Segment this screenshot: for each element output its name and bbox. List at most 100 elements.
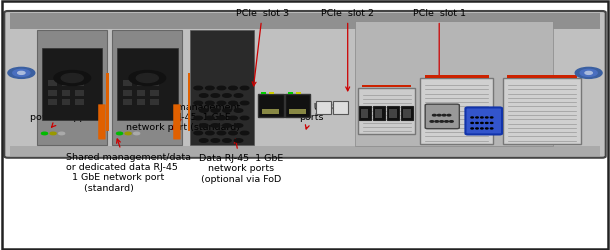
FancyBboxPatch shape xyxy=(261,92,266,94)
Circle shape xyxy=(430,121,434,122)
Circle shape xyxy=(437,114,441,116)
Text: Serial
port: Serial port xyxy=(389,102,416,129)
FancyBboxPatch shape xyxy=(465,108,502,134)
FancyBboxPatch shape xyxy=(361,109,368,118)
Circle shape xyxy=(134,132,140,135)
FancyBboxPatch shape xyxy=(190,30,254,145)
Circle shape xyxy=(217,86,226,90)
Circle shape xyxy=(476,117,478,118)
Circle shape xyxy=(211,109,220,112)
Circle shape xyxy=(447,114,451,116)
FancyBboxPatch shape xyxy=(387,106,399,120)
FancyBboxPatch shape xyxy=(362,84,411,87)
FancyBboxPatch shape xyxy=(137,99,145,105)
Text: Dedicated management
or data RJ-45  1 GbE
network port (standard): Dedicated management or data RJ-45 1 GbE… xyxy=(126,102,240,132)
FancyBboxPatch shape xyxy=(48,80,57,86)
FancyBboxPatch shape xyxy=(507,75,577,78)
Circle shape xyxy=(199,94,208,97)
Circle shape xyxy=(194,131,203,135)
Circle shape xyxy=(585,72,592,74)
FancyBboxPatch shape xyxy=(403,109,411,118)
FancyBboxPatch shape xyxy=(401,106,413,120)
Circle shape xyxy=(486,117,488,118)
Circle shape xyxy=(481,117,483,118)
FancyBboxPatch shape xyxy=(358,88,415,134)
FancyBboxPatch shape xyxy=(4,11,606,158)
FancyBboxPatch shape xyxy=(123,90,132,96)
FancyBboxPatch shape xyxy=(137,80,145,86)
Text: PCle  slot 1: PCle slot 1 xyxy=(413,9,465,93)
Circle shape xyxy=(211,124,220,127)
Text: Four USB
ports: Four USB ports xyxy=(290,102,332,129)
Circle shape xyxy=(206,86,214,90)
Circle shape xyxy=(575,68,602,78)
FancyBboxPatch shape xyxy=(48,90,57,96)
FancyBboxPatch shape xyxy=(173,104,181,140)
FancyBboxPatch shape xyxy=(150,99,159,105)
Circle shape xyxy=(54,70,90,86)
Circle shape xyxy=(234,124,243,127)
Text: Data RJ-45  1 GbE
network ports
(optional via FoD: Data RJ-45 1 GbE network ports (optional… xyxy=(199,139,283,184)
FancyBboxPatch shape xyxy=(48,99,57,105)
FancyBboxPatch shape xyxy=(150,90,159,96)
FancyBboxPatch shape xyxy=(62,90,70,96)
Circle shape xyxy=(240,116,249,120)
FancyBboxPatch shape xyxy=(359,106,371,120)
Circle shape xyxy=(199,124,208,127)
Circle shape xyxy=(223,139,231,142)
Circle shape xyxy=(194,101,203,105)
FancyBboxPatch shape xyxy=(137,90,145,96)
Circle shape xyxy=(471,122,473,124)
Circle shape xyxy=(490,122,493,124)
Circle shape xyxy=(59,132,65,135)
Circle shape xyxy=(234,109,243,112)
Circle shape xyxy=(18,72,25,74)
Circle shape xyxy=(117,132,123,135)
FancyBboxPatch shape xyxy=(62,99,70,105)
Circle shape xyxy=(450,121,453,122)
FancyBboxPatch shape xyxy=(123,80,132,86)
Circle shape xyxy=(217,131,226,135)
Circle shape xyxy=(471,128,473,129)
Circle shape xyxy=(8,68,35,78)
Circle shape xyxy=(13,70,30,76)
Circle shape xyxy=(206,116,214,120)
FancyBboxPatch shape xyxy=(106,74,109,131)
Circle shape xyxy=(580,70,597,76)
Circle shape xyxy=(435,121,439,122)
Circle shape xyxy=(125,132,131,135)
Circle shape xyxy=(50,132,56,135)
Circle shape xyxy=(223,94,231,97)
FancyBboxPatch shape xyxy=(75,80,84,86)
FancyBboxPatch shape xyxy=(123,99,132,105)
Text: PCle  slot 3: PCle slot 3 xyxy=(235,9,289,86)
Circle shape xyxy=(440,121,443,122)
FancyBboxPatch shape xyxy=(75,90,84,96)
Circle shape xyxy=(217,116,226,120)
Circle shape xyxy=(234,139,243,142)
FancyBboxPatch shape xyxy=(425,104,459,129)
FancyBboxPatch shape xyxy=(62,80,70,86)
FancyBboxPatch shape xyxy=(375,109,382,118)
Circle shape xyxy=(471,117,473,118)
Circle shape xyxy=(234,94,243,97)
FancyBboxPatch shape xyxy=(262,108,279,114)
FancyBboxPatch shape xyxy=(420,78,493,144)
Circle shape xyxy=(490,128,493,129)
FancyBboxPatch shape xyxy=(503,78,581,144)
FancyBboxPatch shape xyxy=(10,146,600,156)
Circle shape xyxy=(41,132,48,135)
Circle shape xyxy=(206,101,214,105)
Circle shape xyxy=(486,128,488,129)
Circle shape xyxy=(445,121,448,122)
FancyBboxPatch shape xyxy=(289,108,306,114)
Circle shape xyxy=(229,116,237,120)
Circle shape xyxy=(137,74,158,82)
FancyBboxPatch shape xyxy=(75,99,84,105)
FancyBboxPatch shape xyxy=(188,74,190,131)
Text: Shared management/data
or dedicated data RJ-45
  1 GbE network port
      (stand: Shared management/data or dedicated data… xyxy=(66,139,191,193)
FancyBboxPatch shape xyxy=(425,75,489,78)
FancyBboxPatch shape xyxy=(373,106,385,120)
FancyBboxPatch shape xyxy=(316,102,331,114)
Circle shape xyxy=(223,109,231,112)
